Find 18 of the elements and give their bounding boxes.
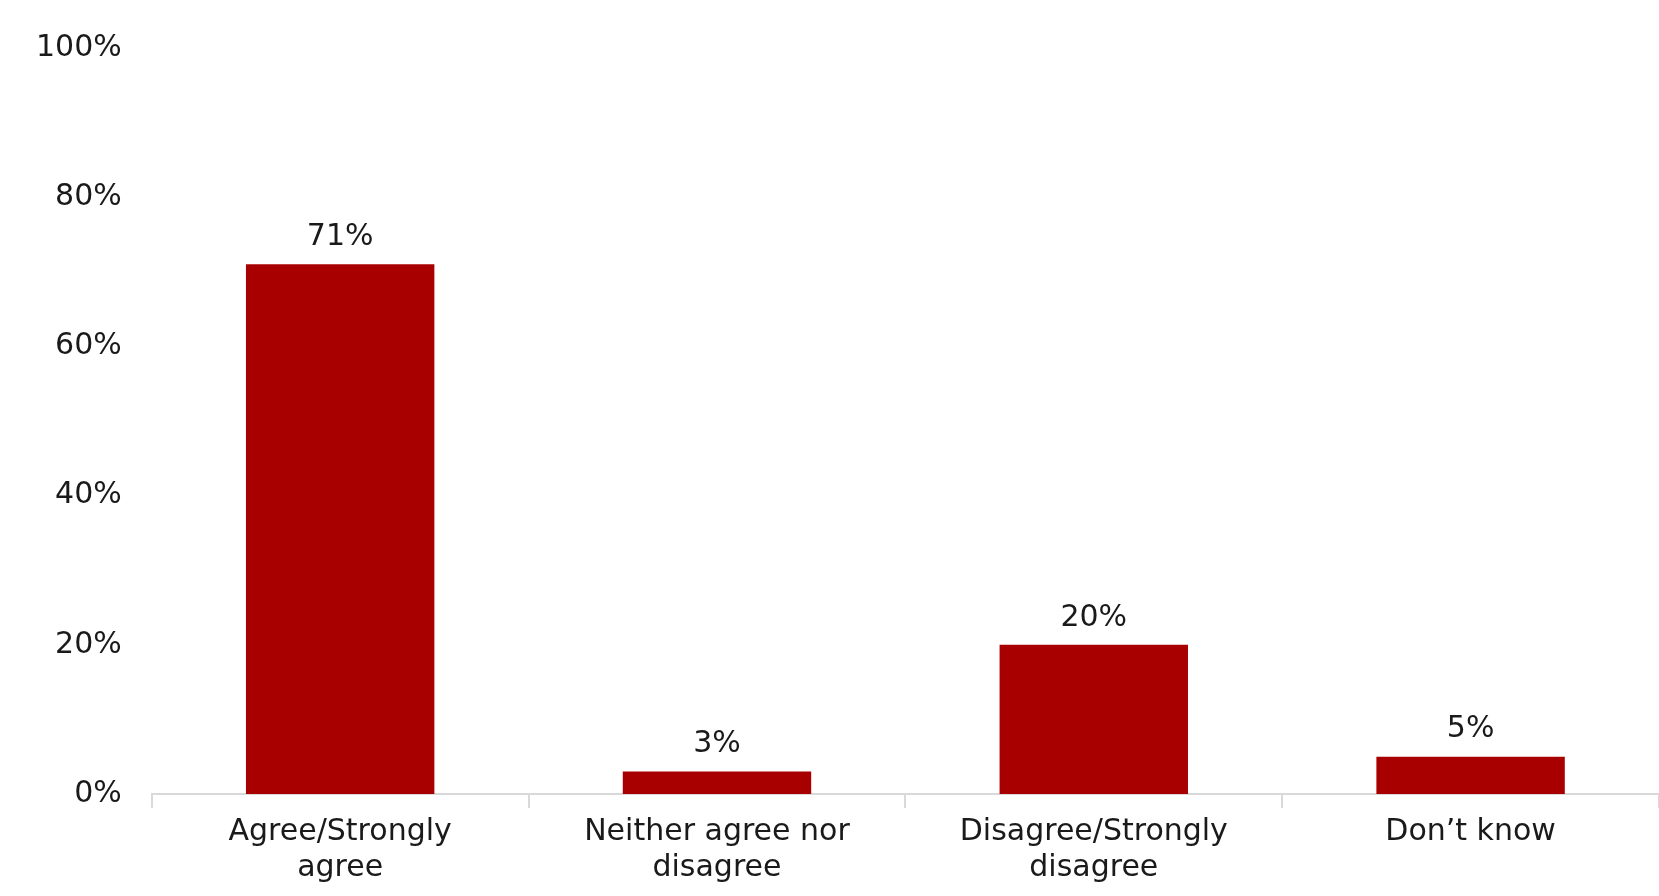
y-tick-label: 0% [74, 773, 122, 809]
bar [622, 771, 812, 794]
x-tick-label: Neither agree nor disagree [584, 811, 851, 883]
y-tick-label: 20% [55, 624, 122, 660]
data-label: 20% [1060, 597, 1128, 633]
y-tick-label: 80% [55, 177, 122, 212]
data-label: 3% [693, 724, 741, 760]
y-tick-label: 40% [55, 475, 122, 511]
data-label: 5% [1446, 709, 1495, 745]
x-tick-label: Don’t know [1385, 811, 1556, 847]
x-tick-label: Agree/Strongly agree [228, 811, 452, 883]
bar [1376, 756, 1565, 794]
x-tick-label: Disagree/Strongly disagree [959, 811, 1228, 883]
data-label: 71% [306, 217, 374, 253]
bar [999, 644, 1188, 794]
y-tick-label: 100% [35, 27, 122, 63]
y-tick-label: 60% [55, 326, 122, 362]
bar [245, 264, 435, 794]
